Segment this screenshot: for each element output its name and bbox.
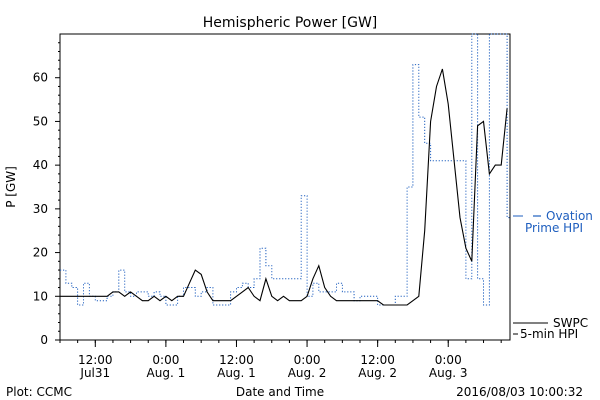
legend: Ovation Prime HPI SWPC 5-min HPI bbox=[513, 209, 593, 341]
x-tick-label-date: Aug. 1 bbox=[217, 366, 256, 380]
x-tick-label-date: Aug. 1 bbox=[147, 366, 186, 380]
series-layer bbox=[60, 33, 510, 306]
legend-5min-label: 5-min HPI bbox=[520, 327, 578, 341]
y-tick-label: 20 bbox=[33, 246, 48, 260]
legend-ovation-label-line2: Prime HPI bbox=[525, 221, 583, 235]
y-tick-label: 10 bbox=[33, 289, 48, 303]
x-tick-label-date: Aug. 3 bbox=[429, 366, 468, 380]
legend-swpc-label: SWPC bbox=[553, 316, 588, 330]
x-tick-label-time: 12:00 bbox=[360, 353, 395, 367]
series-line-5-min-hpi bbox=[60, 68, 508, 306]
y-tick-label: 50 bbox=[33, 114, 48, 128]
x-tick-label-date: Jul31 bbox=[79, 366, 110, 380]
chart-title: Hemispheric Power [GW] bbox=[203, 15, 378, 31]
footer-plot-credit: Plot: CCMC bbox=[6, 385, 72, 399]
plot-area-frame bbox=[59, 33, 511, 341]
y-tick-label: 60 bbox=[33, 71, 48, 85]
x-tick-label-time: 0:00 bbox=[294, 353, 321, 367]
y-axis-label: P [GW] bbox=[4, 166, 18, 208]
x-tick-label-time: 0:00 bbox=[152, 353, 179, 367]
series-line-ovation-prime-hpi bbox=[60, 33, 510, 306]
x-tick-label-time: 0:00 bbox=[435, 353, 462, 367]
y-tick-label: 30 bbox=[33, 202, 48, 216]
x-tick-label-time: 12:00 bbox=[78, 353, 113, 367]
x-tick-label-time: 12:00 bbox=[219, 353, 254, 367]
y-tick-label: 0 bbox=[40, 333, 48, 347]
x-tick-label-date: Aug. 2 bbox=[288, 366, 327, 380]
x-axis-label: Date and Time bbox=[236, 385, 324, 399]
y-axis: 0 10 20 30 40 50 60 bbox=[33, 42, 60, 347]
legend-ovation-label-line1: Ovation bbox=[546, 209, 593, 223]
y-tick-label: 40 bbox=[33, 158, 48, 172]
x-tick-label-date: Aug. 2 bbox=[358, 366, 397, 380]
footer-timestamp: 2016/08/03 10:00:32 bbox=[456, 385, 583, 399]
